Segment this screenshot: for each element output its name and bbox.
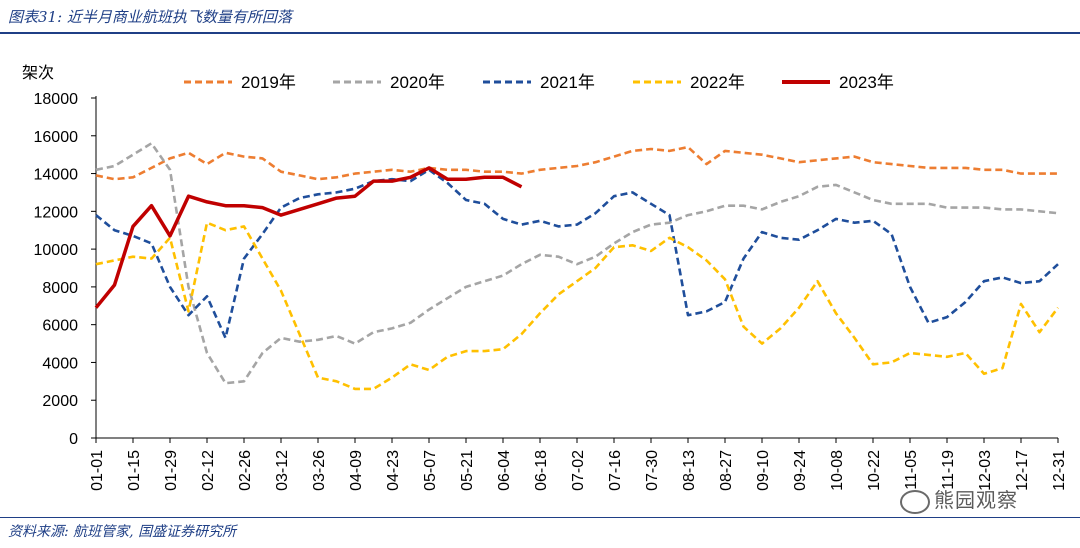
x-tick-label: 09-10	[755, 450, 772, 491]
x-tick-label: 01-15	[126, 450, 143, 491]
x-tick-label: 04-23	[385, 450, 402, 491]
series-line-2019年	[95, 145, 1058, 181]
x-tick-label: 02-26	[237, 450, 254, 491]
wechat-icon	[900, 489, 930, 514]
x-tick-label: 07-30	[644, 450, 661, 491]
x-tick-label: 08-27	[718, 450, 735, 491]
y-tick-label: 2000	[42, 393, 78, 410]
footer-rule	[0, 517, 1080, 518]
legend-label: 2021年	[540, 73, 595, 92]
y-tick-label: 6000	[42, 318, 78, 335]
chart-series	[94, 142, 1060, 391]
x-tick-label: 10-22	[866, 450, 883, 491]
y-tick-label: 10000	[34, 242, 79, 259]
y-axis-label: 架次	[22, 64, 54, 82]
x-tick-label: 10-08	[829, 450, 846, 491]
x-tick-label: 05-07	[422, 450, 439, 491]
x-tick-label: 12-03	[977, 450, 994, 491]
x-tick-label: 03-26	[311, 450, 328, 491]
series-line-2023年	[94, 166, 523, 309]
series-line-2021年	[95, 168, 1059, 340]
y-tick-label: 0	[69, 431, 78, 448]
x-tick-label: 01-01	[89, 450, 106, 491]
x-tick-label: 07-02	[570, 450, 587, 491]
legend-label: 2020年	[390, 73, 445, 92]
y-tick-label: 12000	[34, 204, 79, 221]
legend-label: 2023年	[839, 73, 894, 92]
y-tick-label: 4000	[42, 355, 78, 372]
x-tick-label: 06-04	[496, 450, 513, 491]
figure-title: 图表31: 近半月商业航班执飞数量有所回落	[8, 8, 292, 26]
source-note: 资料来源: 航班管家, 国盛证券研究所	[8, 524, 237, 540]
watermark-text: 熊园观察	[934, 488, 1018, 512]
x-tick-label: 08-13	[681, 450, 698, 491]
x-tick-label: 02-12	[200, 450, 217, 491]
x-tick-label: 07-16	[607, 450, 624, 491]
x-tick-label: 05-21	[459, 450, 476, 491]
legend-label: 2019年	[241, 73, 296, 92]
x-tick-label: 06-18	[533, 450, 550, 491]
x-tick-label: 12-31	[1051, 450, 1068, 491]
legend-label: 2022年	[690, 73, 745, 92]
x-tick-label: 09-24	[792, 450, 809, 491]
y-tick-label: 18000	[34, 91, 79, 108]
x-tick-label: 04-09	[348, 450, 365, 491]
series-line-2022年	[95, 221, 1060, 391]
series-line-2020年	[95, 142, 1059, 385]
watermark: 熊园观察	[900, 484, 1018, 514]
chart-axes: 0 2000 4000 6000 8000 10000 12000 14000 16000 180…	[34, 91, 1069, 491]
title-rule	[0, 32, 1080, 34]
x-tick-label: 01-29	[163, 450, 180, 491]
y-tick-label: 16000	[34, 129, 79, 146]
x-tick-label: 11-19	[940, 450, 957, 490]
x-tick-label: 11-05	[903, 450, 920, 490]
line-chart: 0 2000 4000 6000 8000 10000 12000 14000 16000 180…	[22, 64, 1069, 491]
x-tick-label: 12-17	[1014, 450, 1031, 491]
chart-legend: 2019年 2020年 2021年 2022年 2023年	[184, 73, 894, 92]
x-tick-label: 03-12	[274, 450, 291, 491]
y-tick-label: 8000	[42, 280, 78, 297]
y-tick-label: 14000	[34, 167, 79, 184]
